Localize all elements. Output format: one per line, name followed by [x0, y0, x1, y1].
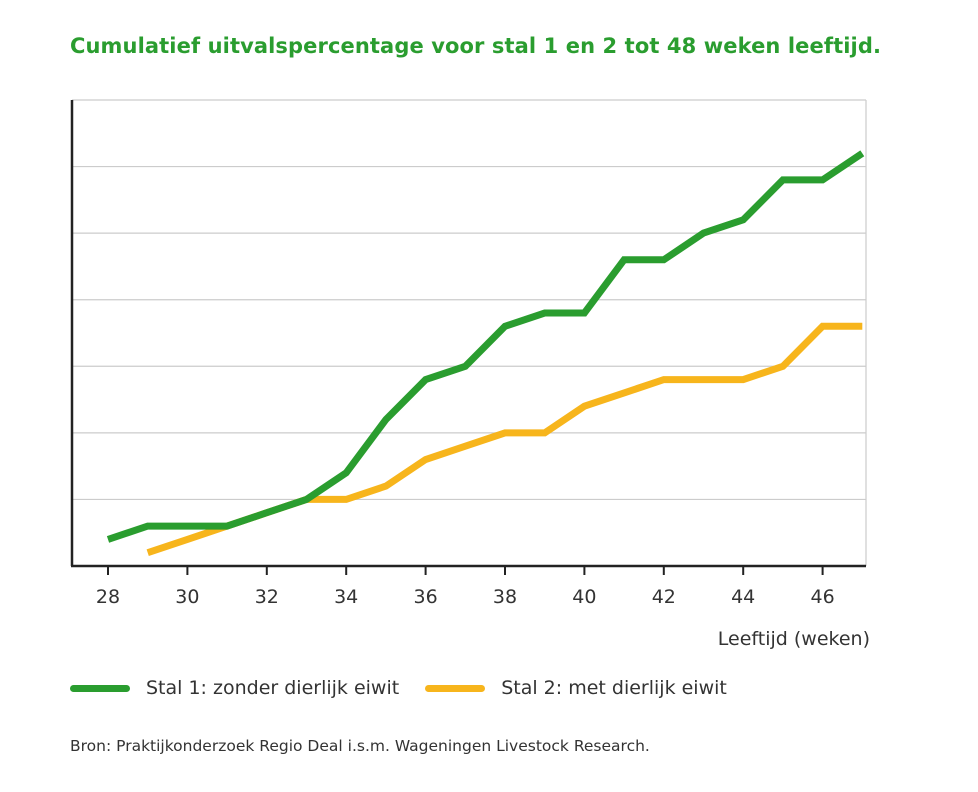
x-tick-label: 40: [572, 586, 596, 608]
series-line-stal1: [106, 150, 865, 543]
x-tick-label: 44: [731, 586, 755, 608]
x-tick-label: 42: [652, 586, 676, 608]
x-tick-label: 36: [414, 586, 438, 608]
chart-title: Cumulatief uitvalspercentage voor stal 1…: [70, 34, 882, 58]
legend-swatch-stal1: [70, 684, 130, 692]
legend-swatch-stal2: [425, 684, 486, 692]
legend-item-stal2: Stal 2: met dierlijk eiwit: [425, 677, 727, 699]
legend-label-stal1: Stal 1: zonder dierlijk eiwit: [146, 677, 400, 699]
legend: Stal 1: zonder dierlijk eiwit Stal 2: me…: [70, 677, 753, 699]
x-tick-label: 28: [96, 586, 120, 608]
x-tick-label: 32: [255, 586, 279, 608]
x-tick-label: 34: [334, 586, 358, 608]
legend-label-stal2: Stal 2: met dierlijk eiwit: [501, 677, 727, 699]
legend-item-stal1: Stal 1: zonder dierlijk eiwit: [70, 677, 399, 699]
axes: [70, 100, 866, 568]
x-axis-ticks: 28 30 32 34 36 38 40 42 44 46: [96, 566, 835, 608]
x-tick-label: 30: [175, 586, 199, 608]
data-series: [106, 150, 865, 557]
x-tick-label: 38: [493, 586, 517, 608]
source-note: Bron: Praktijkonderzoek Regio Deal i.s.m…: [70, 737, 650, 755]
gridlines: [72, 99, 867, 566]
x-axis-title: Leeftijd (weken): [718, 628, 870, 650]
x-tick-label: 46: [811, 586, 835, 608]
